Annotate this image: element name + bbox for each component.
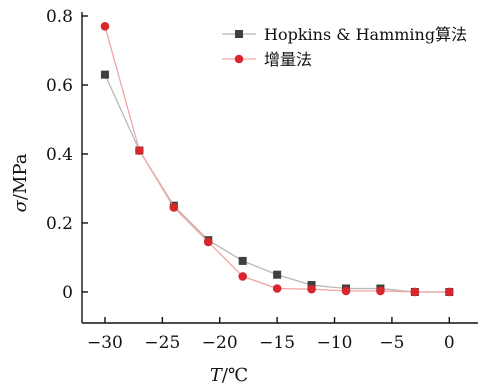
data-point-square xyxy=(100,70,109,79)
data-point-square xyxy=(238,256,247,265)
legend-marker-square xyxy=(235,30,243,38)
x-axis-unit: /℃ xyxy=(222,365,248,386)
data-point-circle xyxy=(376,286,385,296)
x-axis-symbol: T xyxy=(210,365,224,386)
legend-label: Hopkins & Hamming算法 xyxy=(264,25,467,44)
y-tick-label: 0.4 xyxy=(46,145,73,165)
y-axis-symbol: σ xyxy=(10,199,31,212)
x-ticks: −30 −25 −20 −15 −10 −5 0 xyxy=(87,317,455,353)
y-tick-label: 0.8 xyxy=(46,7,73,27)
x-tick-label: −25 xyxy=(144,333,180,353)
data-point-circle xyxy=(203,237,213,247)
data-point-circle xyxy=(445,287,454,297)
y-axis-unit: /MPa xyxy=(10,153,31,200)
legend-item-2: 增量法 xyxy=(222,50,312,69)
axes xyxy=(81,12,478,324)
legend-label: 增量法 xyxy=(264,50,312,69)
data-point-square xyxy=(273,270,282,279)
data-point-circle xyxy=(135,146,144,155)
data-point-circle xyxy=(341,286,351,296)
y-ticks: 0 0.2 0.4 0.6 0.8 xyxy=(46,7,88,303)
x-axis-title: T/℃ xyxy=(210,365,248,386)
y-axis-title: σ/MPa xyxy=(10,153,31,212)
x-tick-label: −20 xyxy=(202,333,238,353)
x-tick-label: −10 xyxy=(317,333,353,353)
series-1-line xyxy=(104,74,450,293)
y-tick-label: 0.2 xyxy=(46,214,73,234)
series-layer xyxy=(100,22,454,297)
series-1 xyxy=(100,70,454,296)
y-tick-label: 0.6 xyxy=(46,76,73,96)
x-tick-label: −30 xyxy=(87,333,123,353)
data-point-circle xyxy=(307,284,316,294)
data-point-circle xyxy=(100,22,110,31)
legend-marker-circle xyxy=(234,54,244,64)
data-point-circle xyxy=(410,287,420,297)
data-point-circle xyxy=(238,272,247,281)
data-point-circle xyxy=(272,284,282,293)
x-tick-label: −15 xyxy=(259,333,295,353)
legend-item-1: Hopkins & Hamming算法 xyxy=(222,25,467,44)
series-2 xyxy=(100,22,454,297)
y-tick-label: 0 xyxy=(62,283,73,303)
data-point-circle xyxy=(169,203,179,212)
x-tick-label: 0 xyxy=(444,333,455,353)
x-tick-label: −5 xyxy=(379,333,404,353)
